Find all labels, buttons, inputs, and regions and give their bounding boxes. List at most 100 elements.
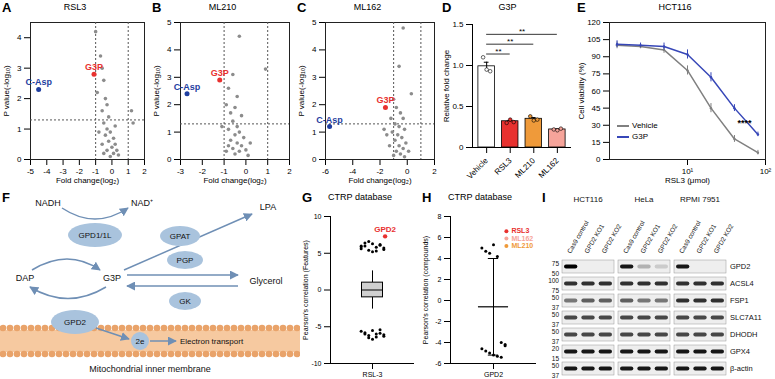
svg-text:15: 15: [592, 138, 601, 147]
svg-text:GPD2: GPD2: [64, 318, 86, 327]
svg-text:2: 2: [287, 167, 292, 176]
svg-text:105: 105: [587, 35, 601, 44]
svg-text:DHODH: DHODH: [730, 330, 758, 339]
svg-text:5: 5: [312, 18, 317, 27]
svg-text:1.5: 1.5: [452, 20, 464, 29]
svg-text:2: 2: [17, 94, 22, 103]
svg-text:G3P: G3P: [103, 273, 121, 283]
svg-text:0: 0: [17, 155, 22, 164]
svg-text:-4: -4: [43, 167, 51, 176]
svg-text:GPD1/1L: GPD1/1L: [79, 231, 112, 240]
svg-text:2: 2: [438, 276, 442, 283]
svg-text:SLC7A11: SLC7A11: [730, 313, 762, 322]
svg-text:G3P: G3P: [376, 95, 394, 105]
svg-text:FSP1: FSP1: [730, 296, 749, 305]
svg-text:RSL3: RSL3: [493, 156, 514, 177]
svg-text:37: 37: [552, 321, 560, 328]
svg-text:4: 4: [17, 33, 22, 42]
svg-text:2: 2: [167, 100, 172, 109]
svg-text:GPAT: GPAT: [170, 232, 191, 241]
svg-text:ML162: ML162: [511, 235, 533, 242]
svg-text:Fold change(log₂): Fold change(log₂): [56, 176, 119, 185]
svg-text:1: 1: [126, 167, 131, 176]
svg-text:C-Asp: C-Asp: [316, 115, 343, 125]
svg-text:0: 0: [167, 155, 172, 164]
svg-text:DAP: DAP: [16, 273, 35, 283]
svg-text:10²: 10²: [760, 167, 772, 176]
svg-text:37: 37: [552, 338, 560, 345]
svg-text:GPD2 KO2: GPD2 KO2: [712, 223, 735, 255]
svg-text:NADH: NADH: [35, 198, 61, 208]
svg-text:Fold change(log₂): Fold change(log₂): [348, 176, 411, 185]
svg-text:4: 4: [312, 45, 317, 54]
svg-text:3: 3: [312, 73, 317, 82]
svg-text:1: 1: [17, 125, 22, 134]
svg-text:90: 90: [592, 52, 601, 61]
svg-text:50: 50: [552, 311, 560, 318]
svg-text:4: 4: [438, 255, 442, 262]
svg-text:PGP: PGP: [177, 256, 194, 265]
svg-text:75: 75: [552, 260, 560, 267]
svg-text:-5: -5: [315, 323, 321, 330]
svg-text:1: 1: [312, 128, 317, 137]
svg-text:LPA: LPA: [260, 202, 276, 212]
svg-text:ML210: ML210: [513, 156, 537, 180]
svg-text:0.5: 0.5: [452, 102, 464, 111]
svg-text:60: 60: [592, 87, 601, 96]
svg-text:**: **: [519, 27, 525, 36]
svg-text:-3: -3: [177, 167, 185, 176]
svg-text:GPD2 KO2: GPD2 KO2: [656, 223, 679, 255]
svg-text:-2: -2: [435, 318, 441, 325]
svg-text:8: 8: [438, 213, 442, 220]
svg-text:C-Asp: C-Asp: [25, 77, 52, 87]
svg-text:Pearson's correlation (Feature: Pearson's correlation (Features): [302, 240, 310, 340]
svg-text:Electron transport: Electron transport: [180, 337, 244, 346]
svg-text:ML162: ML162: [537, 156, 561, 180]
svg-text:10: 10: [314, 213, 322, 220]
svg-text:ACSL4: ACSL4: [730, 279, 754, 288]
svg-text:1.0: 1.0: [452, 61, 464, 70]
svg-text:P value(-log₁₀): P value(-log₁₀): [152, 65, 161, 117]
svg-text:20: 20: [552, 345, 560, 352]
svg-text:45: 45: [592, 104, 601, 113]
svg-text:50: 50: [552, 270, 560, 277]
svg-text:75: 75: [592, 69, 601, 78]
svg-text:Fold change(log₂): Fold change(log₂): [203, 176, 266, 185]
svg-text:-5: -5: [27, 167, 35, 176]
svg-text:4: 4: [167, 45, 172, 54]
svg-text:GPD2: GPD2: [484, 371, 503, 378]
svg-text:**: **: [507, 37, 513, 46]
svg-text:2: 2: [312, 100, 317, 109]
svg-text:37: 37: [552, 372, 560, 379]
svg-text:3: 3: [17, 64, 22, 73]
svg-text:G3P: G3P: [211, 68, 229, 78]
svg-text:RSL3: RSL3: [511, 227, 529, 234]
svg-text:0: 0: [438, 297, 442, 304]
svg-text:GPD2: GPD2: [374, 225, 396, 234]
svg-text:RSL3 (μmol): RSL3 (μmol): [665, 176, 710, 185]
svg-text:C-Asp: C-Asp: [174, 82, 201, 92]
svg-text:GPD2 KO2: GPD2 KO2: [600, 223, 623, 255]
svg-text:37: 37: [552, 304, 560, 311]
svg-text:GPX4: GPX4: [730, 347, 750, 356]
svg-text:6: 6: [438, 234, 442, 241]
svg-text:-6: -6: [435, 360, 441, 367]
svg-text:100: 100: [548, 277, 559, 284]
svg-text:Vehicle: Vehicle: [465, 156, 490, 181]
svg-text:120: 120: [587, 18, 601, 27]
svg-text:G3P: G3P: [85, 62, 103, 72]
svg-text:5: 5: [167, 18, 172, 27]
svg-text:0: 0: [318, 286, 322, 293]
svg-text:2: 2: [432, 167, 437, 176]
svg-text:HCT116: HCT116: [573, 195, 603, 204]
svg-text:1: 1: [167, 128, 172, 137]
svg-text:RSL-3: RSL-3: [363, 371, 383, 378]
svg-text:Mitochondrial inner membrane: Mitochondrial inner membrane: [89, 364, 211, 374]
svg-text:0: 0: [312, 155, 317, 164]
svg-text:NAD⁺: NAD⁺: [131, 198, 153, 208]
svg-text:Cell viability (%): Cell viability (%): [577, 62, 586, 119]
svg-text:5: 5: [318, 249, 322, 256]
svg-text:RPMI 7951: RPMI 7951: [680, 195, 721, 204]
svg-text:15: 15: [552, 355, 560, 362]
svg-text:ML210: ML210: [511, 242, 533, 249]
